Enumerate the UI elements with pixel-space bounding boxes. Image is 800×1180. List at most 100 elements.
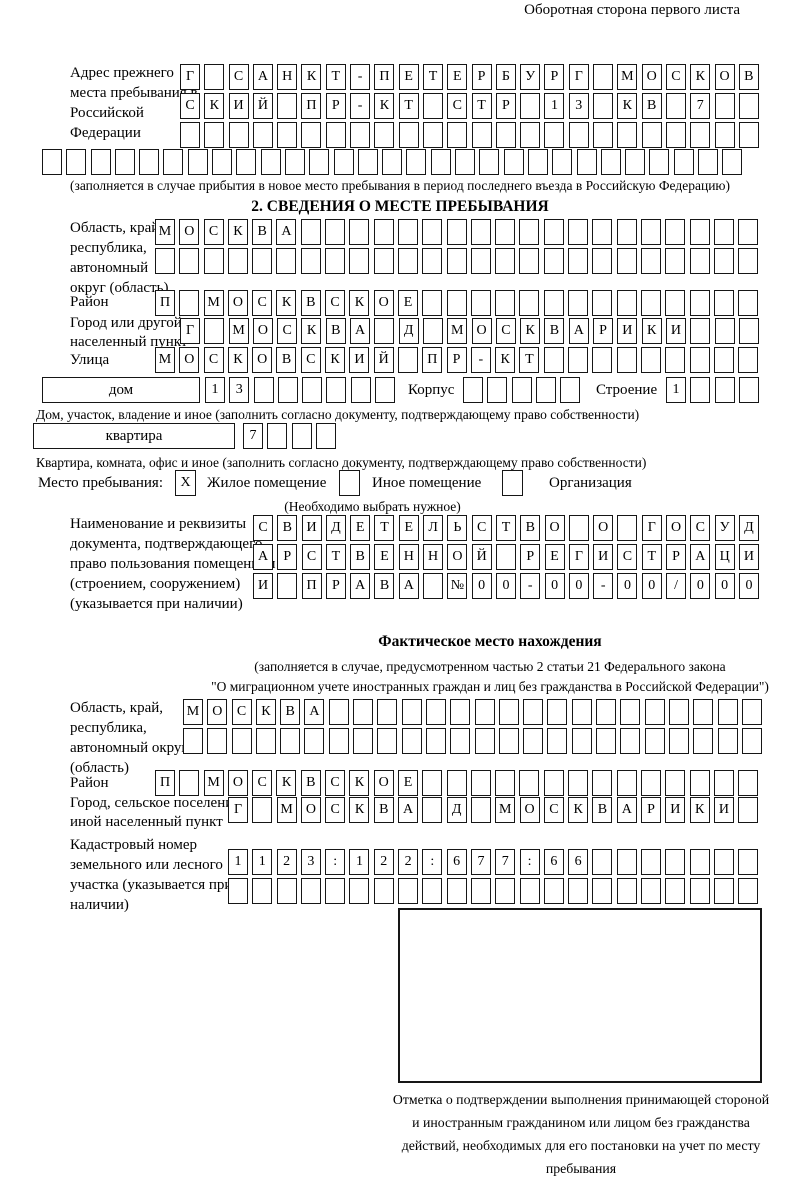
char-box[interactable] (470, 290, 491, 316)
char-box[interactable] (713, 770, 734, 796)
char-box[interactable] (543, 248, 564, 274)
char-box[interactable] (616, 770, 637, 796)
char-box[interactable]: 2 (373, 849, 394, 875)
char-box[interactable] (252, 878, 273, 904)
char-box[interactable] (568, 248, 589, 274)
char-box[interactable] (571, 699, 592, 725)
char-box[interactable] (373, 878, 394, 904)
char-box[interactable] (425, 728, 446, 754)
char-box[interactable] (422, 318, 443, 344)
char-box[interactable] (187, 149, 208, 175)
char-box[interactable] (309, 149, 330, 175)
char-box[interactable] (401, 728, 422, 754)
char-box[interactable]: А (304, 699, 325, 725)
char-box[interactable] (713, 248, 734, 274)
char-box[interactable]: О (373, 290, 394, 316)
char-box[interactable]: 0 (471, 573, 492, 599)
char-box[interactable] (291, 423, 312, 449)
char-box[interactable] (377, 728, 398, 754)
char-box[interactable]: А (276, 219, 297, 245)
char-box[interactable]: В (277, 515, 298, 541)
char-box[interactable] (640, 347, 661, 373)
char-box[interactable] (592, 849, 613, 875)
char-box[interactable]: Г (568, 64, 589, 90)
char-box[interactable]: Г (228, 797, 248, 823)
char-box[interactable]: В (300, 290, 321, 316)
char-box[interactable] (155, 248, 175, 274)
char-box[interactable] (641, 878, 662, 904)
char-box[interactable] (423, 573, 444, 599)
char-box[interactable]: Й (252, 93, 273, 119)
char-box[interactable]: Б (495, 64, 516, 90)
char-box[interactable]: Р (495, 93, 516, 119)
char-box[interactable]: Г (641, 515, 662, 541)
char-box[interactable] (713, 849, 734, 875)
char-box[interactable]: 2 (398, 849, 419, 875)
char-box[interactable] (353, 699, 374, 725)
char-box[interactable]: О (179, 219, 200, 245)
char-box[interactable]: С (252, 770, 273, 796)
char-box[interactable] (325, 248, 346, 274)
char-box[interactable] (300, 878, 321, 904)
char-box[interactable] (689, 878, 710, 904)
char-box[interactable] (568, 347, 589, 373)
char-box[interactable]: 7 (690, 93, 711, 119)
char-box[interactable]: Р (593, 318, 614, 344)
char-box[interactable]: 6 (568, 849, 589, 875)
char-box[interactable]: П (374, 64, 395, 90)
char-box[interactable] (560, 377, 581, 403)
char-box[interactable]: О (447, 544, 468, 570)
char-box[interactable]: А (350, 318, 371, 344)
char-box[interactable]: С (203, 347, 224, 373)
char-box[interactable]: Т (471, 93, 492, 119)
char-box[interactable] (665, 770, 686, 796)
char-box[interactable] (592, 770, 613, 796)
char-box[interactable] (519, 248, 540, 274)
char-box[interactable]: О (227, 290, 248, 316)
char-box[interactable] (738, 318, 759, 344)
char-box[interactable]: А (568, 318, 589, 344)
char-box[interactable]: 6 (446, 849, 467, 875)
char-box[interactable] (616, 248, 637, 274)
char-box[interactable]: А (253, 544, 273, 570)
char-box[interactable] (114, 149, 135, 175)
char-box[interactable]: О (641, 64, 662, 90)
char-box[interactable] (42, 149, 62, 175)
char-box[interactable] (592, 347, 613, 373)
char-box[interactable]: П (155, 290, 175, 316)
char-box[interactable]: С (325, 770, 346, 796)
char-box[interactable] (593, 93, 614, 119)
char-box[interactable] (446, 219, 467, 245)
char-box[interactable] (689, 347, 710, 373)
char-box[interactable]: А (398, 797, 419, 823)
char-box[interactable]: М (276, 797, 297, 823)
char-box[interactable] (212, 149, 233, 175)
char-box[interactable]: С (253, 515, 273, 541)
char-box[interactable]: С (203, 219, 224, 245)
char-box[interactable] (401, 699, 422, 725)
char-box[interactable] (593, 122, 614, 148)
char-box[interactable] (568, 122, 589, 148)
char-box[interactable]: И (665, 797, 686, 823)
char-box[interactable]: 3 (229, 377, 250, 403)
char-box[interactable]: А (350, 573, 371, 599)
char-box[interactable] (644, 699, 665, 725)
char-box[interactable] (523, 728, 544, 754)
char-box[interactable]: 1 (349, 849, 370, 875)
char-box[interactable]: 7 (470, 849, 491, 875)
char-box[interactable] (349, 878, 370, 904)
char-box[interactable]: В (520, 515, 541, 541)
char-box[interactable]: В (350, 544, 371, 570)
char-box[interactable]: Р (641, 797, 662, 823)
char-box[interactable] (255, 728, 276, 754)
char-box[interactable] (406, 149, 427, 175)
char-box[interactable] (592, 248, 613, 274)
char-box[interactable] (179, 770, 200, 796)
char-box[interactable]: А (690, 544, 711, 570)
char-box[interactable]: С (325, 290, 346, 316)
char-box[interactable]: Т (398, 93, 419, 119)
char-box[interactable] (397, 347, 418, 373)
char-box[interactable] (738, 290, 759, 316)
char-box[interactable] (690, 318, 711, 344)
char-box[interactable]: В (373, 797, 394, 823)
